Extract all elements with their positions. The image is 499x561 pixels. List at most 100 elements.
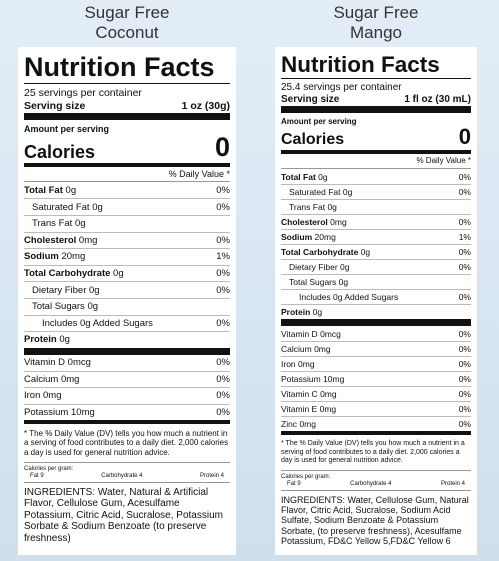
- daily-value: 0%: [458, 344, 471, 355]
- nutrient-row: Cholesterol 0mg 0%: [24, 231, 230, 249]
- nutrient-row: Includes 0g Added Sugars 0%: [24, 314, 230, 332]
- serving-size-label: Serving size: [281, 93, 340, 105]
- rule: [24, 162, 230, 167]
- nutrient-row: Potassium 10mg 0%: [281, 371, 471, 386]
- nutrient-row: Total Carbohydrate 0g 0%: [281, 244, 471, 259]
- cpg-value: Protein 4: [440, 480, 465, 487]
- nutrient-amount: 0g: [59, 334, 70, 346]
- nutrient-name: Protein: [281, 307, 311, 318]
- nutrient: Vitamin D 0mcg: [24, 357, 91, 368]
- nutrient-amount: 20mg: [314, 232, 336, 243]
- nutrient-amount: 0g: [113, 268, 124, 280]
- nutrient-amount: 0mg: [299, 419, 316, 430]
- nutrient-row: Iron 0mg 0%: [24, 387, 230, 403]
- cpg-values: Fat 9 Carbohydrate 4 Protein 4: [24, 473, 230, 479]
- nutrient: Vitamin D 0mcg: [281, 329, 341, 339]
- nutrient-amount: 0g: [312, 307, 323, 318]
- daily-value: 1%: [216, 251, 230, 263]
- daily-value: 0%: [458, 247, 471, 258]
- nutrient-amount: 0g: [318, 171, 328, 182]
- nutrient-name: Sodium: [281, 232, 313, 243]
- rule: [281, 106, 471, 114]
- rule: [24, 347, 230, 355]
- nutrient: Includes 0g Added Sugars: [281, 292, 398, 302]
- nutrient-name: Includes 0g Added Sugars: [42, 317, 153, 329]
- nutrient-amount: 10mg: [71, 406, 95, 418]
- daily-value: 0%: [216, 184, 230, 196]
- nutrient-amount: 0g: [340, 262, 350, 273]
- serving-size: Serving size 1 oz (30g): [24, 100, 230, 113]
- nutrient-name: Vitamin D: [24, 357, 66, 369]
- nutrient-name: Calcium: [24, 374, 59, 386]
- nutrient-name: Trans Fat: [32, 218, 73, 230]
- nutrient-name: Dietary Fiber: [32, 284, 87, 296]
- cpg-value: Fat 9: [30, 472, 44, 479]
- daily-value: 0%: [216, 284, 230, 296]
- nutrient-amount: 0g: [327, 202, 337, 213]
- nutrient-amount: 0mg: [298, 359, 315, 370]
- nutrient: Dietary Fiber 0g: [24, 285, 100, 296]
- nutrient-amount: 0g: [89, 284, 100, 296]
- nutrient-row: Vitamin D 0mcg 0%: [281, 326, 471, 341]
- nutrient-amount: 0mcg: [320, 328, 341, 339]
- heading: Sugar Free Mango: [275, 3, 477, 43]
- daily-value: 0%: [458, 359, 471, 370]
- nutrient-name: Saturated Fat: [289, 187, 341, 198]
- rule: [24, 419, 230, 424]
- nutrient-amount: 0g: [360, 247, 371, 258]
- nutrient-row: Vitamin E 0mg 0%: [281, 401, 471, 416]
- amount-per-serving: Amount per serving: [24, 123, 110, 134]
- nutrient-amount: 0g: [87, 301, 99, 313]
- nutrient-name: Total Carbohydrate: [281, 247, 359, 258]
- nutrient-name: Total Carbohydrate: [24, 268, 111, 280]
- daily-value: 0%: [458, 419, 471, 430]
- nutrient-row: Calcium 0mg 0%: [24, 371, 230, 387]
- nutrient: Sodium 20mg: [24, 251, 85, 262]
- daily-value: 0%: [216, 390, 230, 402]
- serving-size-value: 1 fl oz (30 mL): [404, 93, 471, 105]
- nutrient-row: Protein 0g: [281, 304, 471, 319]
- calories-value: 0: [214, 131, 230, 162]
- nutrient: Calcium 0mg: [281, 344, 331, 354]
- nutrient-row: Total Sugars 0g: [281, 274, 471, 289]
- dv-header: % Daily Value *: [24, 167, 230, 182]
- daily-value: 0%: [216, 234, 230, 246]
- vitamins: Vitamin D 0mcg 0% Calcium 0mg 0% Iron 0mg 0% P…: [24, 355, 230, 420]
- heading: Sugar Free Coconut: [18, 3, 236, 43]
- nutrient: Protein 0g: [24, 334, 70, 345]
- nutrient-row: Total Carbohydrate 0g 0%: [24, 264, 230, 282]
- nutrient: Sodium 20mg: [281, 232, 336, 242]
- daily-value: 0%: [458, 328, 471, 339]
- nutrient-name: Cholesterol: [24, 234, 77, 246]
- nutrient-row: Saturated Fat 0g 0%: [24, 198, 230, 215]
- calories-value: 0: [458, 124, 471, 150]
- nutrient-amount: 10mg: [323, 374, 345, 385]
- nutrient: Total Carbohydrate 0g: [281, 247, 370, 257]
- servings: 25 servings per container: [24, 87, 142, 100]
- nutrient-row: Zinc 0mg 0%: [281, 416, 471, 431]
- nutrient: Trans Fat 0g: [281, 202, 337, 212]
- calories: Calories 0: [24, 131, 230, 163]
- nutrient-row: Trans Fat 0g: [24, 214, 230, 232]
- daily-value: 0%: [216, 201, 230, 213]
- cpg-value: Protein 4: [199, 472, 224, 479]
- nutrient-name: Total Fat: [24, 184, 63, 196]
- nutrient-row: Dietary Fiber 0g 0%: [24, 281, 230, 298]
- nutrient-row: Potassium 10mg 0%: [24, 403, 230, 420]
- daily-value: 0%: [458, 404, 471, 415]
- serving-size-value: 1 oz (30g): [181, 99, 230, 112]
- nutrient-name: Calcium: [281, 344, 312, 355]
- calories-label: Calories: [24, 141, 96, 162]
- nutrient-name: Total Fat: [281, 171, 316, 182]
- heading-line: Sugar Free: [84, 3, 170, 22]
- vitamins: Vitamin D 0mcg 0% Calcium 0mg 0% Iron 0mg 0% P…: [281, 326, 471, 431]
- nutrient-amount: 20mg: [61, 251, 86, 263]
- nutrient: Cholesterol 0mg: [24, 235, 97, 246]
- nutrient: Saturated Fat 0g: [24, 202, 103, 213]
- nutrient-amount: 0mg: [320, 389, 337, 400]
- nutrient: Total Sugars 0g: [281, 277, 348, 287]
- cpg-value: Fat 9: [287, 480, 301, 487]
- cpg-value: Carbohydrate 4: [101, 472, 143, 479]
- calories: Calories 0: [281, 126, 471, 150]
- nutrient: Zinc 0mg: [281, 419, 316, 429]
